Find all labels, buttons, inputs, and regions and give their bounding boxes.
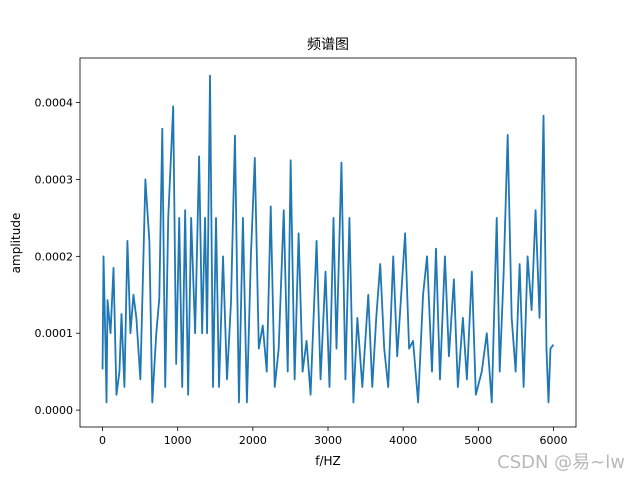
x-tick-label: 1000	[164, 434, 192, 447]
x-tick-label: 2000	[239, 434, 267, 447]
x-tick-label: 0	[99, 434, 106, 447]
plot-frame	[79, 57, 577, 428]
x-axis-label: f/HZ	[315, 454, 341, 468]
watermark: CSDN @易~lw	[497, 452, 625, 473]
x-tick-label: 3000	[314, 434, 342, 447]
y-tick-label: 0.0002	[35, 250, 74, 263]
y-axis-label: amplitude	[9, 213, 23, 274]
y-tick-label: 0.0003	[35, 173, 74, 186]
chart-title: 频谱图	[307, 37, 349, 53]
y-tick-label: 0.0004	[35, 97, 74, 110]
y-tick-label: 0.0000	[35, 404, 74, 417]
y-tick-label: 0.0001	[35, 327, 74, 340]
x-tick-label: 6000	[539, 434, 567, 447]
x-tick-label: 4000	[389, 434, 417, 447]
line-series	[101, 74, 555, 404]
x-tick-label: 5000	[464, 434, 492, 447]
